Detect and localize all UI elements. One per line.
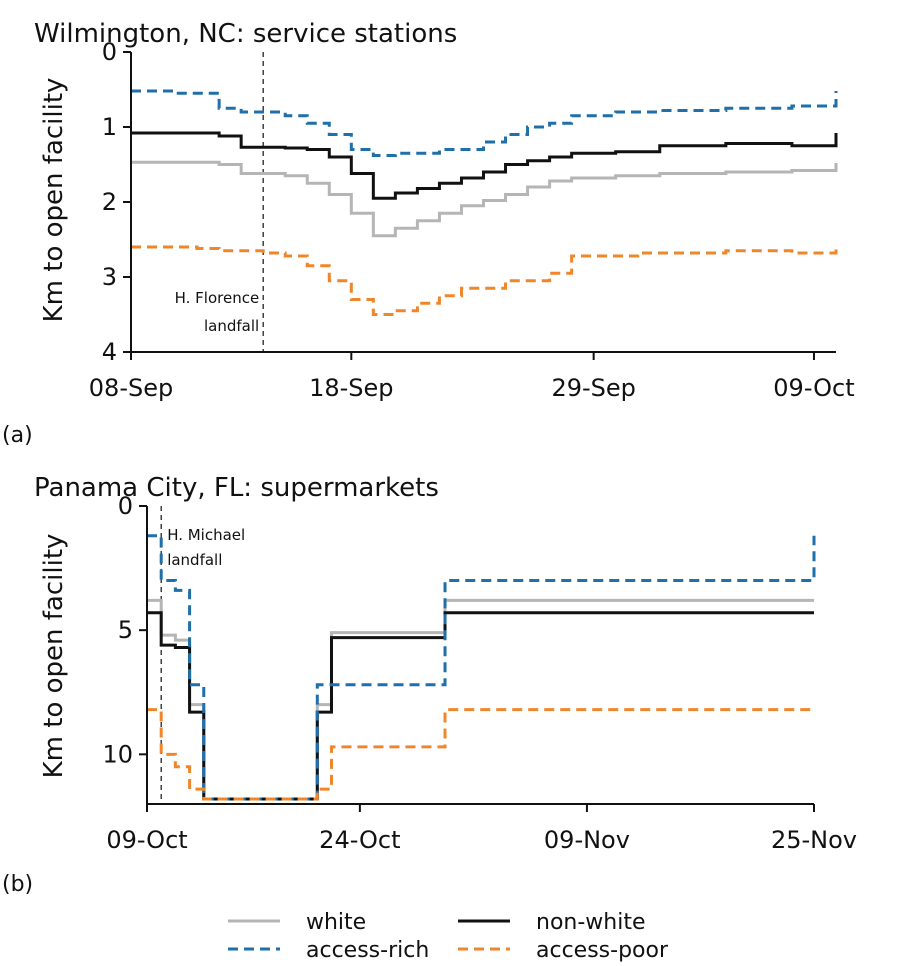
- series-line-access-poor: [131, 245, 838, 316]
- y-tick-label: 0: [118, 492, 133, 520]
- legend-label-white: white: [306, 910, 366, 935]
- x-tick-label: 24-Oct: [319, 826, 400, 854]
- series-line-access-poor: [147, 708, 814, 801]
- panel-wilmington: Wilmington, NC: service stations Km to o…: [2, 19, 855, 448]
- y-tick-label: 1: [102, 113, 117, 141]
- series-line-access-rich: [147, 534, 816, 801]
- series-group-b: [147, 534, 816, 801]
- legend-entry-access-poor: access-poor: [458, 938, 669, 963]
- series-line-non-white: [147, 611, 814, 801]
- panel-panama-city: Panama City, FL: supermarkets Km to open…: [2, 473, 857, 897]
- series-line-non-white: [131, 131, 838, 200]
- y-ticks-b: 0 5 10: [102, 492, 147, 768]
- landfall-label-line2-a: landfall: [204, 317, 259, 335]
- x-tick-label: 09-Oct: [773, 374, 854, 402]
- y-axis-label-a: Km to open facility: [39, 78, 69, 323]
- x-tick-label: 08-Sep: [89, 374, 173, 402]
- y-tick-label: 5: [118, 616, 133, 644]
- landfall-label-line1-a: H. Florence: [175, 289, 260, 307]
- x-ticks-a: 08-Sep 18-Sep 29-Sep 09-Oct: [89, 352, 855, 402]
- series-line-white: [147, 598, 814, 801]
- x-tick-label: 25-Nov: [771, 826, 857, 854]
- series-line-white: [131, 160, 838, 238]
- y-tick-label: 2: [102, 188, 117, 216]
- y-axis-label-b: Km to open facility: [39, 534, 69, 779]
- landfall-annotation-a: H. Florence landfall: [175, 52, 264, 352]
- chart-title-b: Panama City, FL: supermarkets: [34, 473, 439, 503]
- y-ticks-a: 0 1 2 3 4: [102, 38, 131, 366]
- legend-entry-non-white: non-white: [458, 910, 646, 935]
- series-line-access-rich: [131, 89, 838, 157]
- x-tick-label: 18-Sep: [309, 374, 393, 402]
- chart-title-a: Wilmington, NC: service stations: [34, 19, 457, 49]
- x-tick-label: 09-Oct: [106, 826, 187, 854]
- panel-label-a: (a): [2, 423, 33, 448]
- panel-label-b: (b): [2, 872, 33, 897]
- y-tick-label: 10: [102, 740, 133, 768]
- legend-entry-white: white: [228, 910, 366, 935]
- legend-label-access-rich: access-rich: [306, 938, 429, 963]
- y-tick-label: 3: [102, 263, 117, 291]
- x-tick-label: 09-Nov: [544, 826, 630, 854]
- legend-label-access-poor: access-poor: [536, 938, 669, 963]
- y-tick-label: 0: [102, 38, 117, 66]
- legend: white non-white access-rich access-poor: [228, 910, 669, 963]
- series-group-a: [131, 89, 838, 316]
- legend-label-non-white: non-white: [536, 910, 646, 935]
- legend-entry-access-rich: access-rich: [228, 938, 429, 963]
- landfall-label-line2-b: landfall: [167, 551, 222, 569]
- landfall-label-line1-b: H. Michael: [167, 526, 245, 544]
- x-tick-label: 29-Sep: [551, 374, 635, 402]
- y-tick-label: 4: [102, 338, 117, 366]
- x-ticks-b: 09-Oct 24-Oct 09-Nov 25-Nov: [106, 804, 857, 854]
